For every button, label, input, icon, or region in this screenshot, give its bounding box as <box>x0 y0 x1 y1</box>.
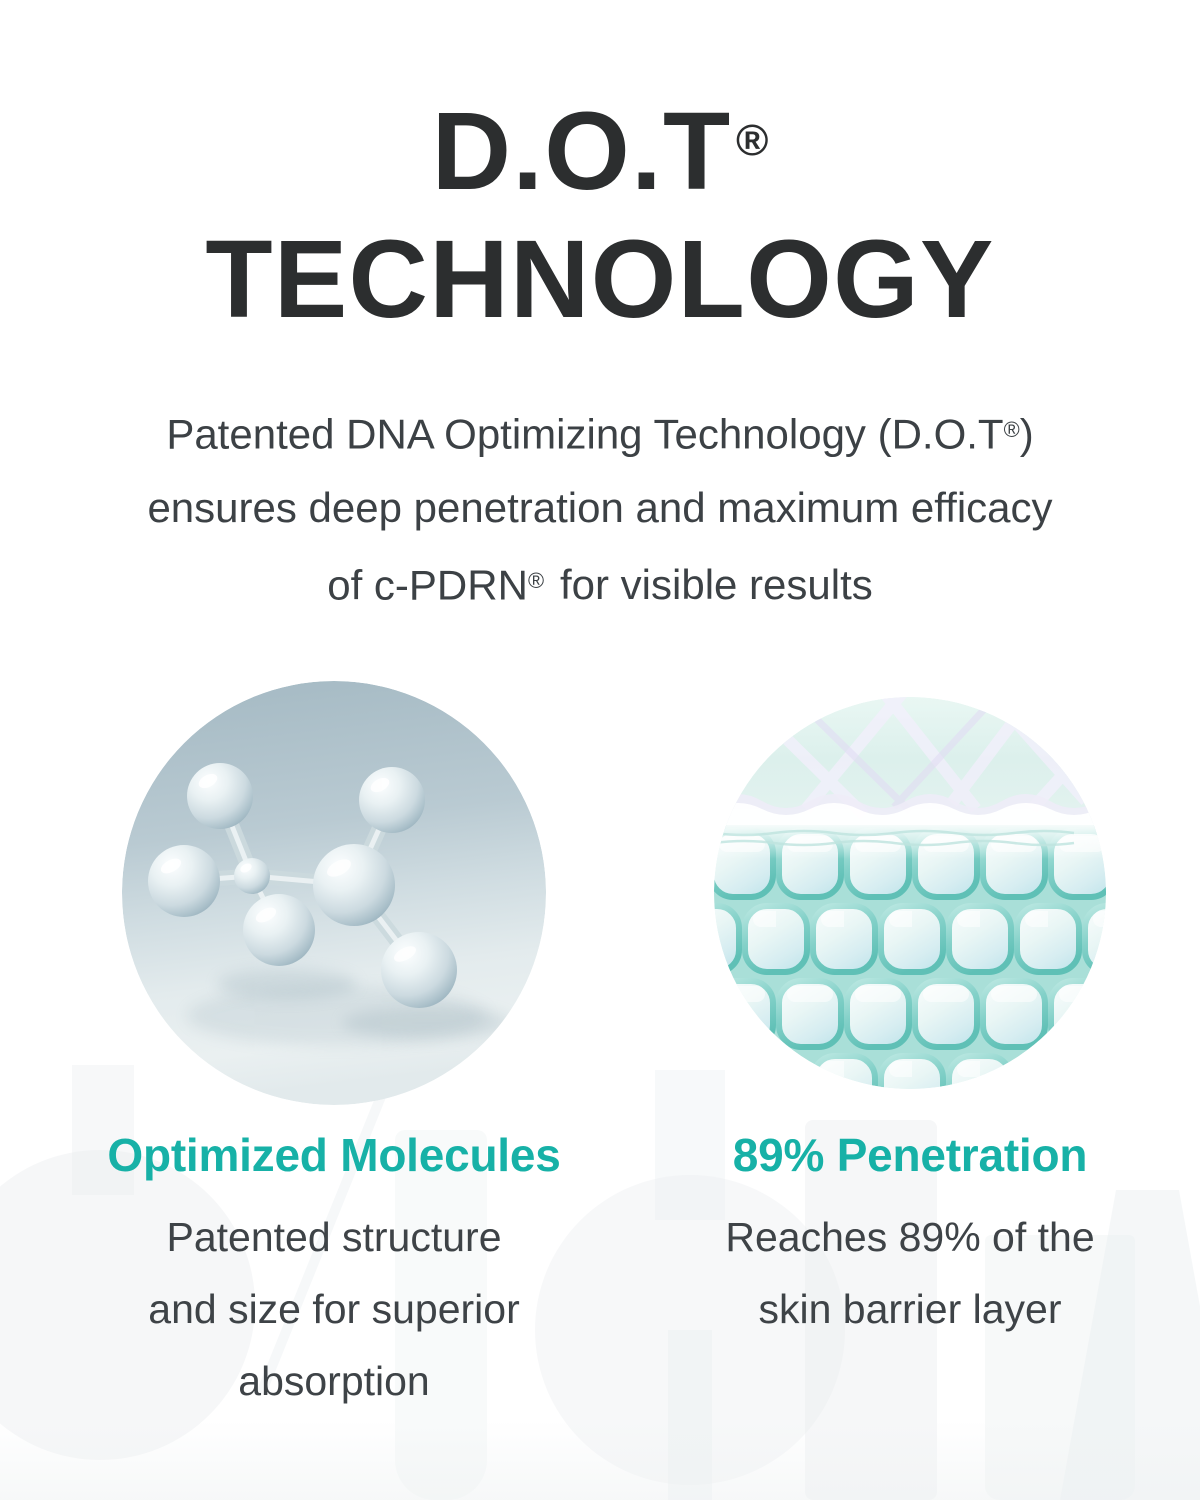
intro-paragraph: Patented DNA Optimizing Technology (D.O.… <box>40 393 1160 621</box>
membrane-wave <box>714 802 1106 827</box>
skin-barrier-cells-illustration <box>714 696 1106 1089</box>
intro-line-3: of c-PDRN® for visible results <box>40 544 1160 621</box>
surface-ripples <box>714 829 1075 847</box>
molecule-photo-circle <box>122 680 546 1105</box>
intro-line-2: ensures deep penetration and maximum eff… <box>147 483 1053 531</box>
feature-body-optimized-molecules: Patented structure and size for superior… <box>148 1201 519 1417</box>
skin-cells-photo-circle <box>714 681 1106 1105</box>
body-line: absorption <box>238 1358 430 1405</box>
registered-trademark-symbol: ® <box>527 567 545 593</box>
feature-89-penetration: 89% Penetration Reaches 89% of the skin … <box>650 681 1170 1417</box>
feature-columns: Optimized Molecules Patented structure a… <box>22 680 1200 1417</box>
feature-heading-89-penetration: 89% Penetration <box>732 1128 1088 1181</box>
body-line: Reaches 89% of the <box>725 1214 1095 1261</box>
cell-grid <box>714 824 1106 1089</box>
registered-trademark-symbol: ® <box>735 115 769 165</box>
page-title: D.O.T® TECHNOLOGY <box>0 88 1200 343</box>
feature-heading-optimized-molecules: Optimized Molecules <box>107 1128 561 1181</box>
molecule-scene <box>122 680 546 1105</box>
feature-optimized-molecules: Optimized Molecules Patented structure a… <box>74 680 594 1417</box>
title-block: D.O.T® TECHNOLOGY <box>0 0 1200 343</box>
glass-molecule-illustration <box>122 680 546 1105</box>
atom-specular-highlights <box>160 773 416 962</box>
body-line: Patented structure <box>166 1214 502 1261</box>
body-line: skin barrier layer <box>758 1286 1062 1333</box>
title-line-1: D.O.T® <box>431 90 769 213</box>
body-line: and size for superior <box>148 1286 520 1333</box>
intro-line-1: Patented DNA Optimizing Technology (D.O.… <box>40 393 1160 470</box>
skin-layers-scene <box>714 696 1106 1089</box>
registered-trademark-symbol: ® <box>1003 417 1020 443</box>
title-line-2: TECHNOLOGY <box>205 217 995 341</box>
floor-reflection <box>0 1420 1200 1500</box>
feature-body-89-penetration: Reaches 89% of the skin barrier layer <box>725 1201 1094 1345</box>
